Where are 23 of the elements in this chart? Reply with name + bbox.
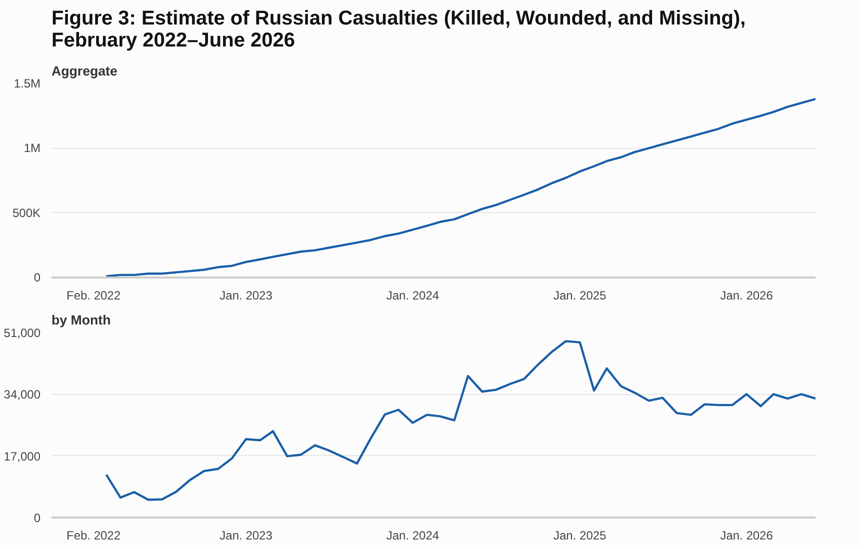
chart-subtitle: Aggregate bbox=[52, 64, 118, 78]
x-tick-label: Jan. 2023 bbox=[220, 528, 273, 542]
x-tick-label: Feb. 2022 bbox=[66, 288, 121, 302]
y-tick-label: 51,000 bbox=[4, 326, 41, 340]
x-tick-label: Feb. 2022 bbox=[66, 528, 121, 542]
y-tick-label: 500K bbox=[12, 206, 41, 220]
y-tick-label: 34,000 bbox=[4, 388, 41, 402]
chart-subtitle: by Month bbox=[52, 312, 111, 328]
x-tick-label: Jan. 2026 bbox=[720, 288, 774, 302]
chart-title: Figure 3: Estimate of Russian Casualties (Killed, Wounded, and Missing), February 2022–June 2026 bbox=[52, 8, 746, 52]
y-tick-label: 0 bbox=[34, 511, 41, 525]
line-series bbox=[105, 98, 816, 278]
y-tick-label: 1.5M bbox=[14, 76, 41, 90]
x-tick-label: Jan. 2025 bbox=[554, 288, 607, 302]
y-tick-label: 17,000 bbox=[4, 449, 41, 464]
y-tick-label: 1M bbox=[24, 141, 41, 156]
x-tick-label: Jan. 2024 bbox=[386, 288, 440, 302]
x-tick-label: Jan. 2026 bbox=[720, 528, 774, 542]
x-tick-label: Jan. 2024 bbox=[386, 528, 440, 542]
x-tick-label: Jan. 2025 bbox=[554, 528, 607, 542]
y-tick-label: 0 bbox=[34, 270, 41, 284]
x-tick-label: Jan. 2023 bbox=[220, 288, 273, 302]
line-series bbox=[105, 340, 816, 501]
